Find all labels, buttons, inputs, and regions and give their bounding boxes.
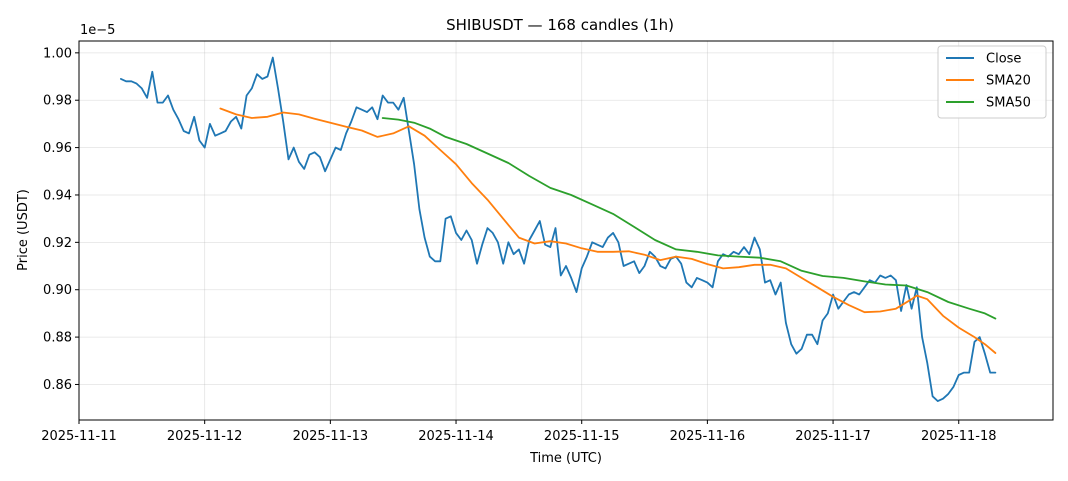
x-tick-label: 2025-11-11 (41, 429, 117, 444)
legend-label-sma20: SMA20 (986, 74, 1031, 89)
plot-frame (78, 40, 1054, 421)
legend-box (937, 45, 1047, 119)
x-axis-label: Time (UTC) (529, 451, 602, 466)
grid-lines (78, 41, 1053, 420)
legend-label-close: Close (986, 52, 1021, 67)
y-axis-label: Price (USDT) (16, 189, 31, 271)
x-axis-ticks: 2025-11-11 2025-11-12 2025-11-13 2025-11-14… (41, 420, 997, 444)
x-tick-label: 2025-11-18 (921, 429, 997, 444)
y-scale-multiplier: 1e−5 (80, 23, 115, 38)
y-tick-label: 0.96 (43, 141, 72, 156)
y-axis-ticks: 0.86 0.88 0.90 0.92 0.94 0.96 0.98 1.00 (43, 46, 79, 393)
series-line-sma20 (219, 107, 997, 354)
series-line-close (120, 56, 997, 403)
legend-label-sma50: SMA50 (986, 96, 1031, 111)
x-tick-label: 2025-11-13 (293, 429, 369, 444)
x-tick-label: 2025-11-14 (418, 429, 494, 444)
legend: Close SMA20 SMA50 (937, 45, 1047, 119)
y-tick-label: 0.94 (43, 188, 72, 203)
y-tick-label: 1.00 (43, 46, 72, 61)
y-tick-label: 0.92 (43, 236, 72, 251)
x-tick-label: 2025-11-16 (670, 429, 746, 444)
y-tick-label: 0.98 (43, 94, 72, 109)
chart-title: SHIBUSDT — 168 candles (1h) (446, 16, 674, 34)
y-tick-label: 0.86 (43, 378, 72, 393)
y-tick-label: 0.88 (43, 331, 72, 346)
y-tick-label: 0.90 (43, 283, 72, 298)
series-lines (120, 56, 997, 403)
x-tick-label: 2025-11-15 (544, 429, 620, 444)
x-tick-label: 2025-11-12 (167, 429, 243, 444)
x-tick-label: 2025-11-17 (795, 429, 871, 444)
series-line-sma50 (381, 117, 997, 320)
